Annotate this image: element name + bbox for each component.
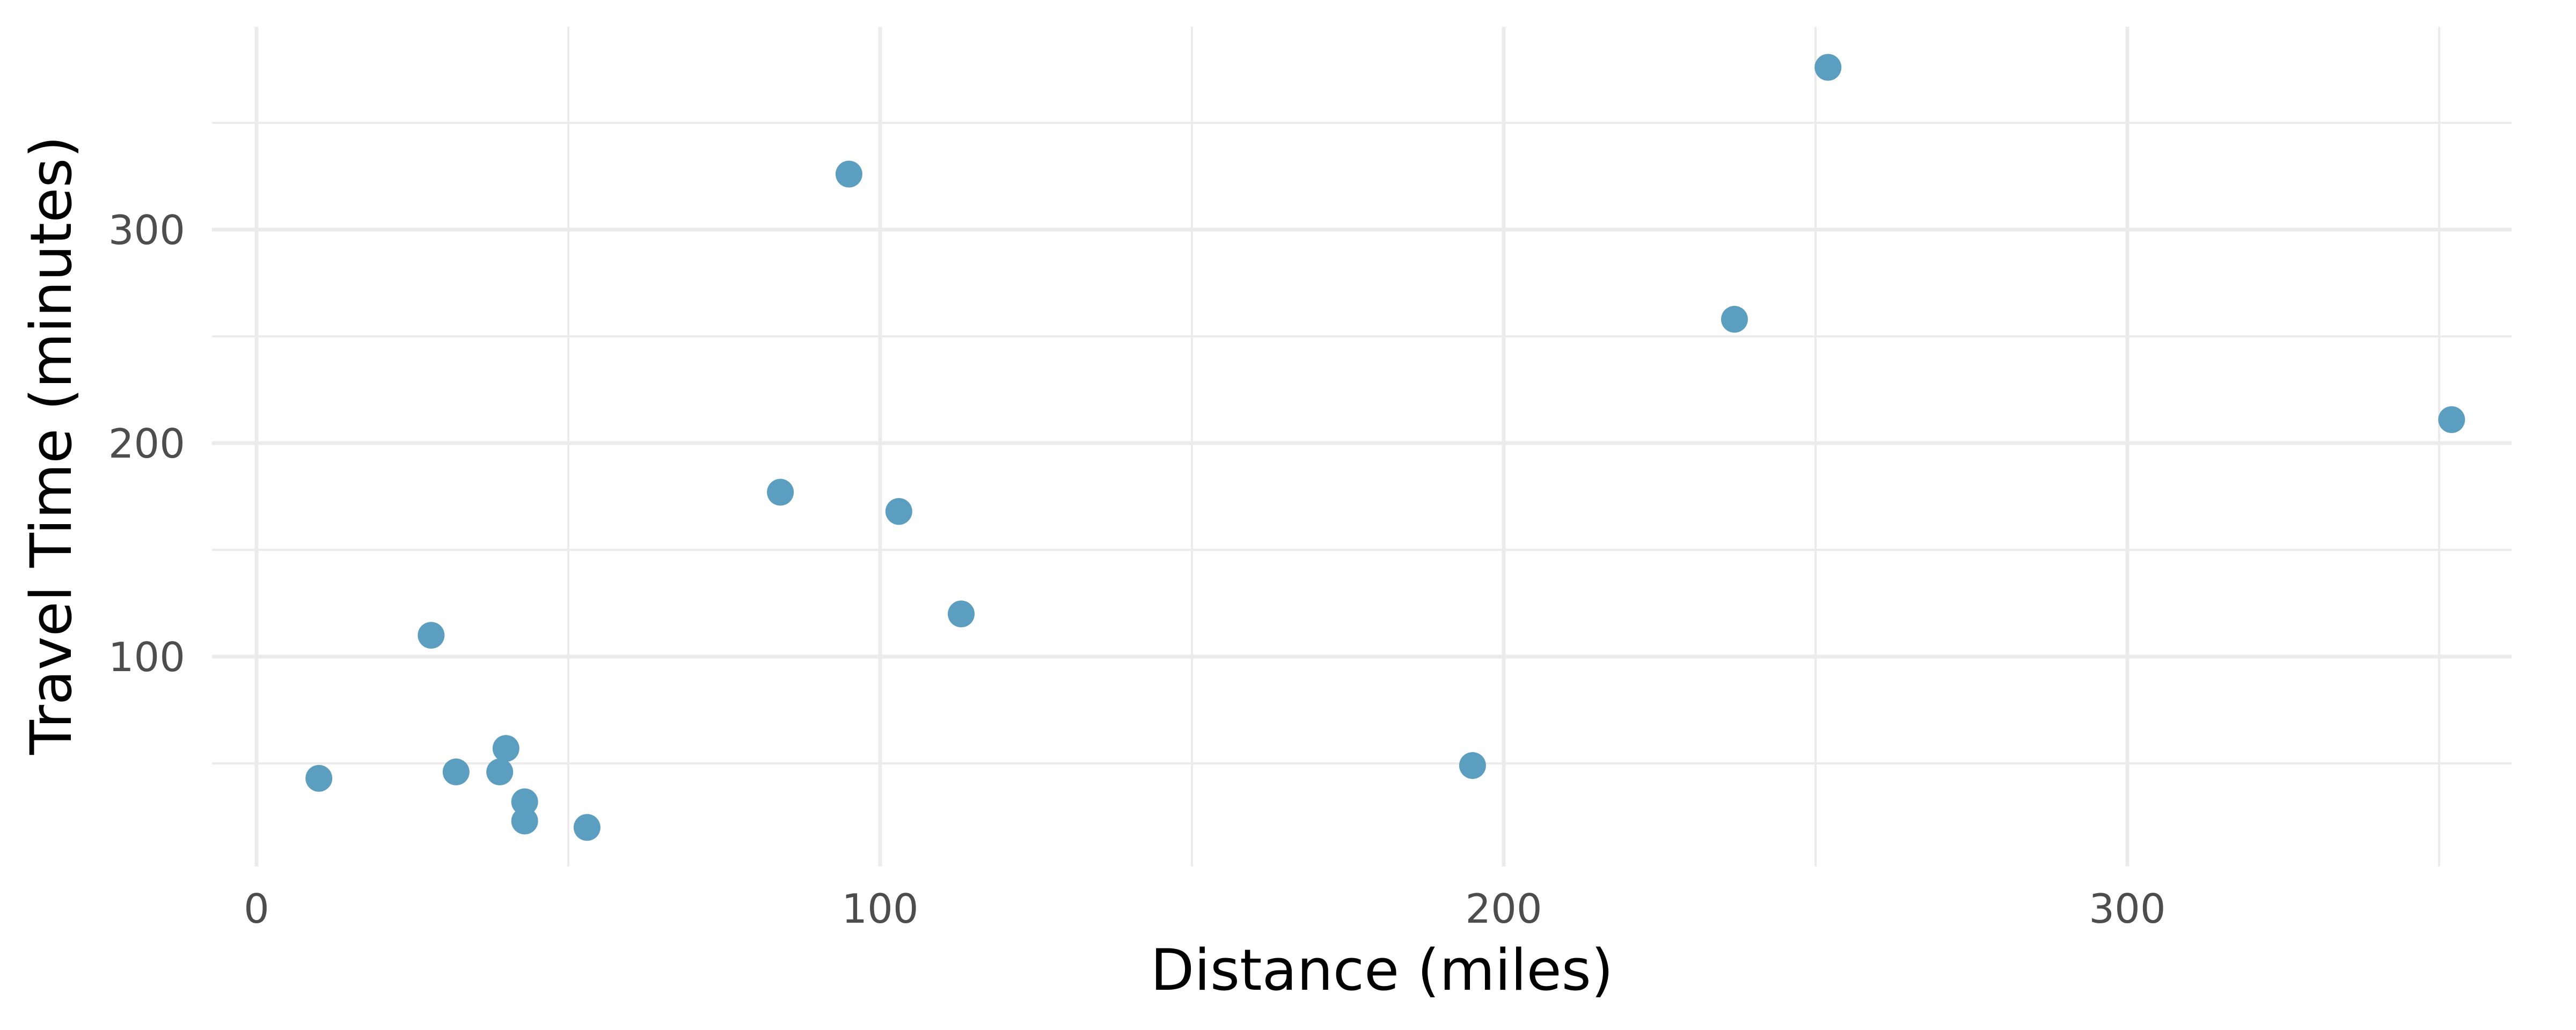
- data-point: [2438, 406, 2465, 433]
- x-tick-label: 0: [244, 885, 269, 932]
- data-point: [1459, 752, 1486, 779]
- data-point: [486, 758, 514, 785]
- data-point: [1814, 54, 1842, 81]
- data-point: [573, 814, 601, 841]
- y-tick-label: 100: [108, 634, 185, 681]
- data-point: [492, 735, 519, 762]
- data-point: [511, 788, 538, 815]
- y-tick-label: 200: [108, 420, 185, 467]
- data-point: [511, 807, 538, 835]
- x-axis-title: Distance (miles): [1151, 937, 1614, 1003]
- y-axis-tick-labels: 100 200 300: [108, 207, 185, 681]
- y-tick-label: 300: [108, 207, 185, 254]
- data-point: [1721, 306, 1748, 333]
- data-point: [835, 160, 862, 188]
- data-points: [305, 54, 2465, 841]
- x-tick-label: 200: [1465, 885, 1542, 932]
- x-axis-tick-labels: 0 100 200 300: [244, 885, 2165, 932]
- data-point: [442, 758, 470, 785]
- data-point: [418, 622, 445, 649]
- y-axis-title: Travel Time (minutes): [18, 136, 84, 755]
- major-gridlines: [212, 27, 2512, 866]
- x-tick-label: 100: [841, 885, 918, 932]
- minor-gridlines: [212, 27, 2512, 866]
- data-point: [885, 498, 912, 525]
- data-point: [305, 764, 333, 792]
- data-point: [767, 479, 794, 506]
- data-point: [948, 600, 975, 628]
- x-tick-label: 300: [2089, 885, 2165, 932]
